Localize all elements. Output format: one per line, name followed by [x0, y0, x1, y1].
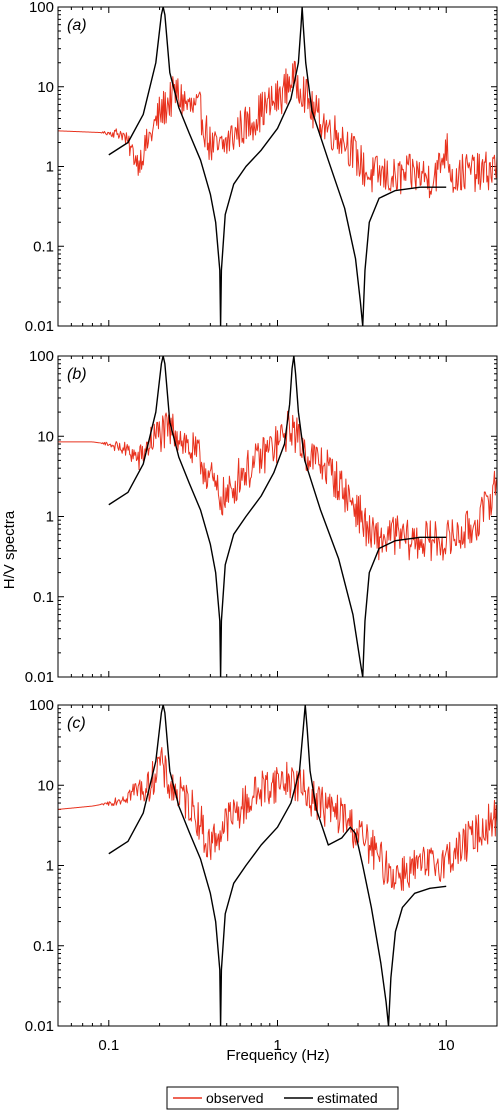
series-line-observed — [58, 410, 497, 562]
y-tick-label: 0.01 — [25, 669, 54, 686]
panel-label: (b) — [67, 366, 87, 383]
y-tick-label: 10 — [37, 79, 54, 96]
chart-panel-2: 0.01 0.1 1 10 100 0.1 1 10 (c) — [25, 697, 498, 1054]
series-line-observed — [58, 746, 497, 891]
panel-label: (c) — [67, 715, 86, 732]
y-tick-label: 1 — [46, 159, 54, 176]
plot-frame — [57, 6, 498, 327]
chart-panel-1: 0.01 0.1 1 10 100 (b) — [25, 348, 498, 686]
y-axis-title: H/V spectra — [1, 510, 18, 589]
x-tick-label: 1 — [273, 1037, 281, 1054]
legend-label-observed: observed — [206, 1090, 264, 1106]
legend-label-estimated: estimated — [317, 1090, 378, 1106]
y-tick-label: 100 — [29, 348, 54, 365]
series-line-estimated — [108, 356, 447, 677]
legend: observed estimated — [166, 1086, 399, 1110]
x-tick-label: 10 — [438, 1037, 455, 1054]
y-tick-label: 0.01 — [25, 318, 54, 335]
y-tick-label: 100 — [29, 697, 54, 714]
panel-label: (a) — [67, 17, 87, 34]
y-tick-label: 10 — [37, 777, 54, 794]
y-tick-label: 0.1 — [33, 589, 54, 606]
y-tick-label: 1 — [46, 858, 54, 875]
chart-panel-0: 0.01 0.1 1 10 100 (a) — [25, 0, 498, 335]
x-axis-title: Frequency (Hz) — [226, 1047, 329, 1064]
plot-frame — [57, 704, 498, 1027]
series-line-estimated — [108, 705, 447, 1026]
y-tick-label: 100 — [29, 0, 54, 16]
y-tick-label: 0.1 — [33, 938, 54, 955]
y-tick-label: 1 — [46, 509, 54, 526]
series-line-estimated — [108, 7, 447, 326]
y-tick-label: 0.1 — [33, 238, 54, 255]
legend-box — [166, 1086, 399, 1110]
y-tick-label: 10 — [37, 428, 54, 445]
x-tick-label: 0.1 — [98, 1037, 119, 1054]
y-tick-label: 0.01 — [25, 1018, 54, 1035]
plot-frame — [57, 355, 498, 678]
series-line-observed — [58, 60, 497, 199]
